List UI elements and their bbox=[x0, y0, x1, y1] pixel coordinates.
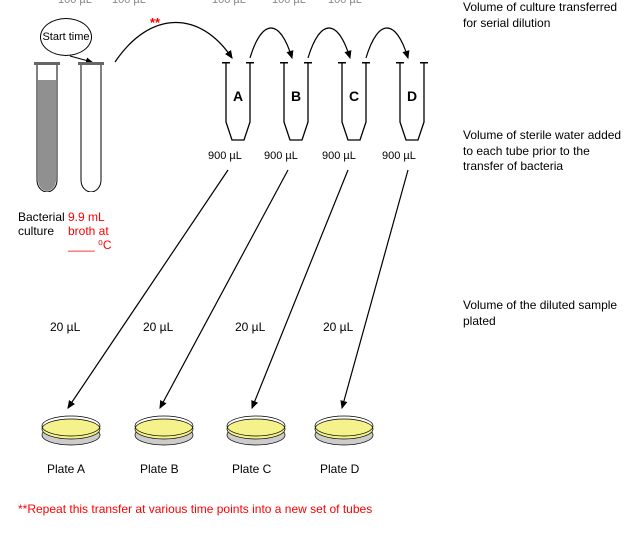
side-text-plated-volume: Volume of the diluted sample plated bbox=[463, 298, 628, 329]
plate-label-c: Plate C bbox=[232, 462, 271, 476]
plate-label-d: Plate D bbox=[320, 462, 359, 476]
plated-vol-b: 20 µL bbox=[143, 320, 173, 334]
petri-plate-d bbox=[313, 415, 375, 447]
petri-plate-b bbox=[133, 415, 195, 447]
plate-label-a: Plate A bbox=[47, 462, 85, 476]
plating-arrows bbox=[0, 0, 640, 540]
petri-plate-a bbox=[40, 415, 102, 447]
petri-plate-c bbox=[225, 415, 287, 447]
plated-vol-d: 20 µL bbox=[323, 320, 353, 334]
plated-vol-a: 20 µL bbox=[50, 320, 80, 334]
repeat-footnote: **Repeat this transfer at various time p… bbox=[18, 502, 372, 516]
plated-vol-c: 20 µL bbox=[235, 320, 265, 334]
plate-label-b: Plate B bbox=[140, 462, 179, 476]
